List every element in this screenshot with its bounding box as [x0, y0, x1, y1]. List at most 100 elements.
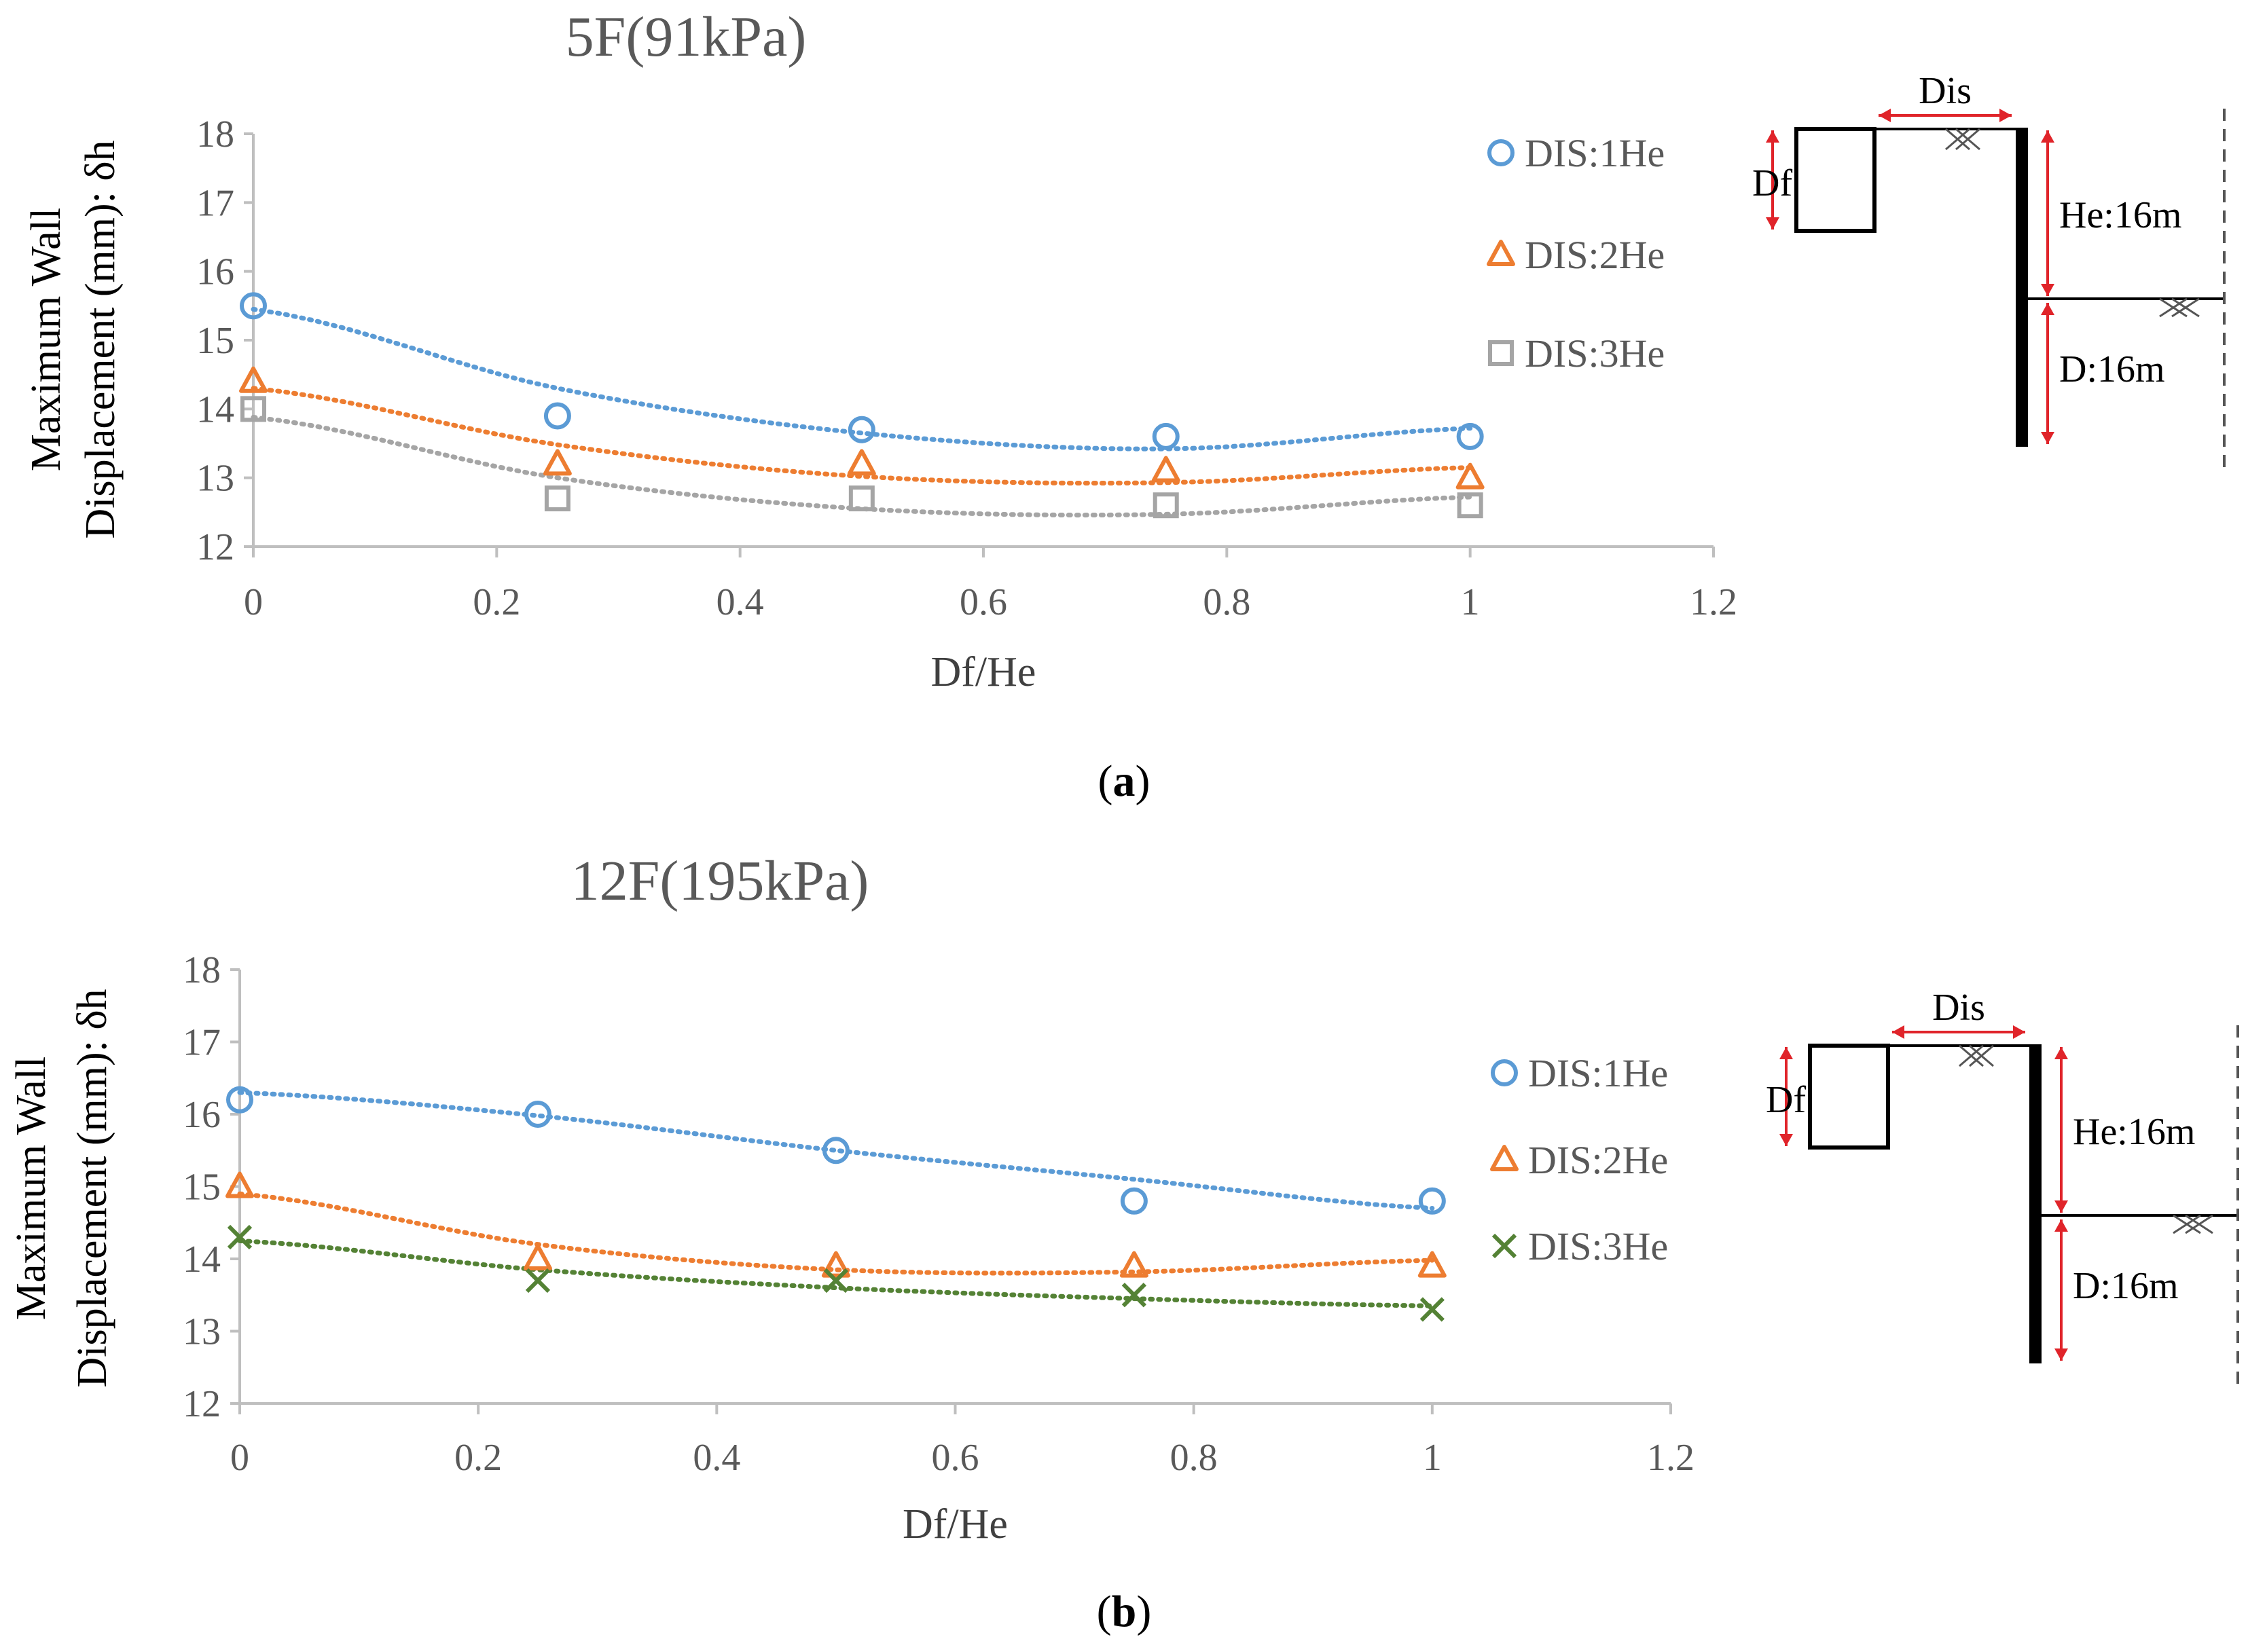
x-tick-label: 0.6 [960, 581, 1007, 623]
x-tick-label: 0.2 [473, 581, 520, 623]
caption: (b) [1097, 1587, 1152, 1636]
y-tick-label: 15 [196, 320, 234, 362]
y-tick-label: 17 [196, 182, 234, 224]
caption-paren: ) [1136, 1587, 1151, 1636]
data-point-series-2 [1417, 1251, 1447, 1278]
data-point-series-1 [1456, 422, 1484, 450]
x-tick-label: 1 [1423, 1437, 1442, 1479]
y-tick-label: 16 [196, 251, 234, 293]
x-tick-label: 1 [1461, 581, 1480, 623]
chart-a: 5F(91kPa) 12 13 14 15 16 17 18 0 0.2 0.4 0.6 0.8 1 1.2… [23, 5, 2226, 806]
y-tick-label: 18 [183, 949, 221, 991]
df-label: Df [1766, 1079, 1806, 1121]
data-point-series-1 [543, 402, 571, 430]
x-tick-label: 0.2 [454, 1437, 502, 1479]
y-tick-label: 15 [183, 1167, 221, 1209]
x-axis-label: Df/He [931, 649, 1036, 695]
data-point-series-3 [525, 1268, 551, 1293]
legend-label-1: DIS:1He [1528, 1051, 1668, 1095]
legend-marker-3 [1491, 1233, 1517, 1259]
data-point-series-3 [227, 1224, 253, 1250]
retaining-wall [2029, 1044, 2042, 1363]
data-point-series-3 [823, 1268, 849, 1293]
data-point-series-2 [523, 1244, 552, 1270]
legend-label-3: DIS:3He [1525, 331, 1665, 375]
x-tick-label: 1.2 [1647, 1437, 1694, 1479]
x-tick-label: 0.8 [1170, 1437, 1218, 1479]
data-point-series-1 [1120, 1187, 1148, 1215]
he-label: He:16m [2073, 1111, 2195, 1153]
y-tick-label: 12 [183, 1383, 221, 1425]
excavation-diagram: Dis Df He:16m D:16m [1766, 987, 2239, 1385]
y-tick-label: 13 [196, 458, 234, 500]
building-footing [1794, 127, 1877, 233]
legend-label-2: DIS:2He [1528, 1138, 1668, 1182]
retaining-wall [2016, 128, 2028, 447]
data-point-series-2 [543, 449, 572, 476]
data-point-series-1 [226, 1086, 253, 1114]
chart-title: 5F(91kPa) [566, 5, 807, 69]
data-point-series-2 [1455, 462, 1485, 490]
y-tick-label: 14 [183, 1238, 221, 1281]
excavation-diagram: Dis Df He:16m D:16m [1752, 70, 2226, 469]
data-point-series-3 [240, 396, 266, 422]
data-point-series-3 [1419, 1297, 1445, 1322]
data-point-series-1 [822, 1137, 850, 1164]
chart-b: 12F(195kPa) 12 13 14 15 16 17 18 0 0.2 0.4 0.6 0.8 1 1… [8, 849, 2239, 1636]
y-tick-label: 14 [196, 388, 234, 430]
data-point-series-2 [821, 1251, 850, 1278]
legend-label-2: DIS:2He [1525, 233, 1665, 277]
y-axis-label-line2: Displacement (mm): δh [77, 140, 124, 538]
legend-marker-3 [1488, 340, 1514, 366]
data-point-series-2 [239, 366, 268, 393]
data-point-series-3 [1121, 1283, 1147, 1308]
data-point-series-2 [1151, 456, 1180, 483]
y-tick-label: 13 [183, 1311, 221, 1353]
y-axis-label-line1: Maximum Wall [8, 1057, 54, 1320]
df-arrowheads [1779, 1047, 1793, 1146]
y-tick-label: 18 [196, 113, 234, 155]
trendline-1 [251, 306, 1473, 452]
chart-title: 12F(195kPa) [571, 849, 869, 913]
x-tick-label: 0 [230, 1437, 249, 1479]
data-point-series-2 [225, 1171, 254, 1198]
y-tick-label: 12 [196, 526, 234, 568]
legend-marker-2 [1490, 1145, 1519, 1171]
caption-letter: b [1112, 1587, 1137, 1636]
data-point-series-1 [524, 1101, 551, 1128]
x-tick-label: 1.2 [1690, 581, 1737, 623]
x-tick-label: 0.6 [932, 1437, 979, 1479]
x-tick-label: 0.4 [693, 1437, 740, 1479]
y-axis-label-line1: Maximum Wall [23, 208, 69, 471]
trendline-2 [237, 1191, 1435, 1276]
legend-marker-2 [1487, 240, 1515, 266]
trendline-3 [251, 415, 1473, 518]
df-arrowheads [1766, 130, 1779, 230]
data-point-series-3 [544, 485, 570, 512]
legend-marker-1 [1487, 139, 1515, 166]
x-tick-label: 0 [244, 581, 263, 623]
ground-hatch-icon [2173, 1214, 2213, 1234]
legend-label-1: DIS:1He [1525, 131, 1665, 175]
trendline-2 [251, 386, 1473, 485]
x-tick-label: 0.4 [717, 581, 764, 623]
y-tick-label: 17 [183, 1022, 221, 1064]
y-axis-label-line2: Displacement (mm): δh [69, 989, 115, 1387]
dis-label: Dis [1932, 987, 1985, 1029]
caption-paren: ( [1097, 1587, 1112, 1636]
he-label: He:16m [2059, 194, 2181, 236]
data-point-series-1 [1152, 422, 1180, 450]
ground-hatch-icon [2159, 297, 2200, 318]
caption-paren: ) [1136, 756, 1150, 806]
legend-marker-1 [1491, 1059, 1518, 1086]
building-footing [1808, 1044, 1890, 1150]
dis-label: Dis [1919, 70, 1972, 112]
caption: (a) [1098, 756, 1150, 806]
data-point-series-1 [848, 416, 875, 443]
d-label: D:16m [2059, 348, 2165, 390]
ground-hatch-icon [1945, 128, 1980, 151]
ground-hatch-icon [1959, 1044, 1994, 1067]
df-label: Df [1752, 162, 1792, 204]
data-point-series-2 [1119, 1251, 1148, 1278]
